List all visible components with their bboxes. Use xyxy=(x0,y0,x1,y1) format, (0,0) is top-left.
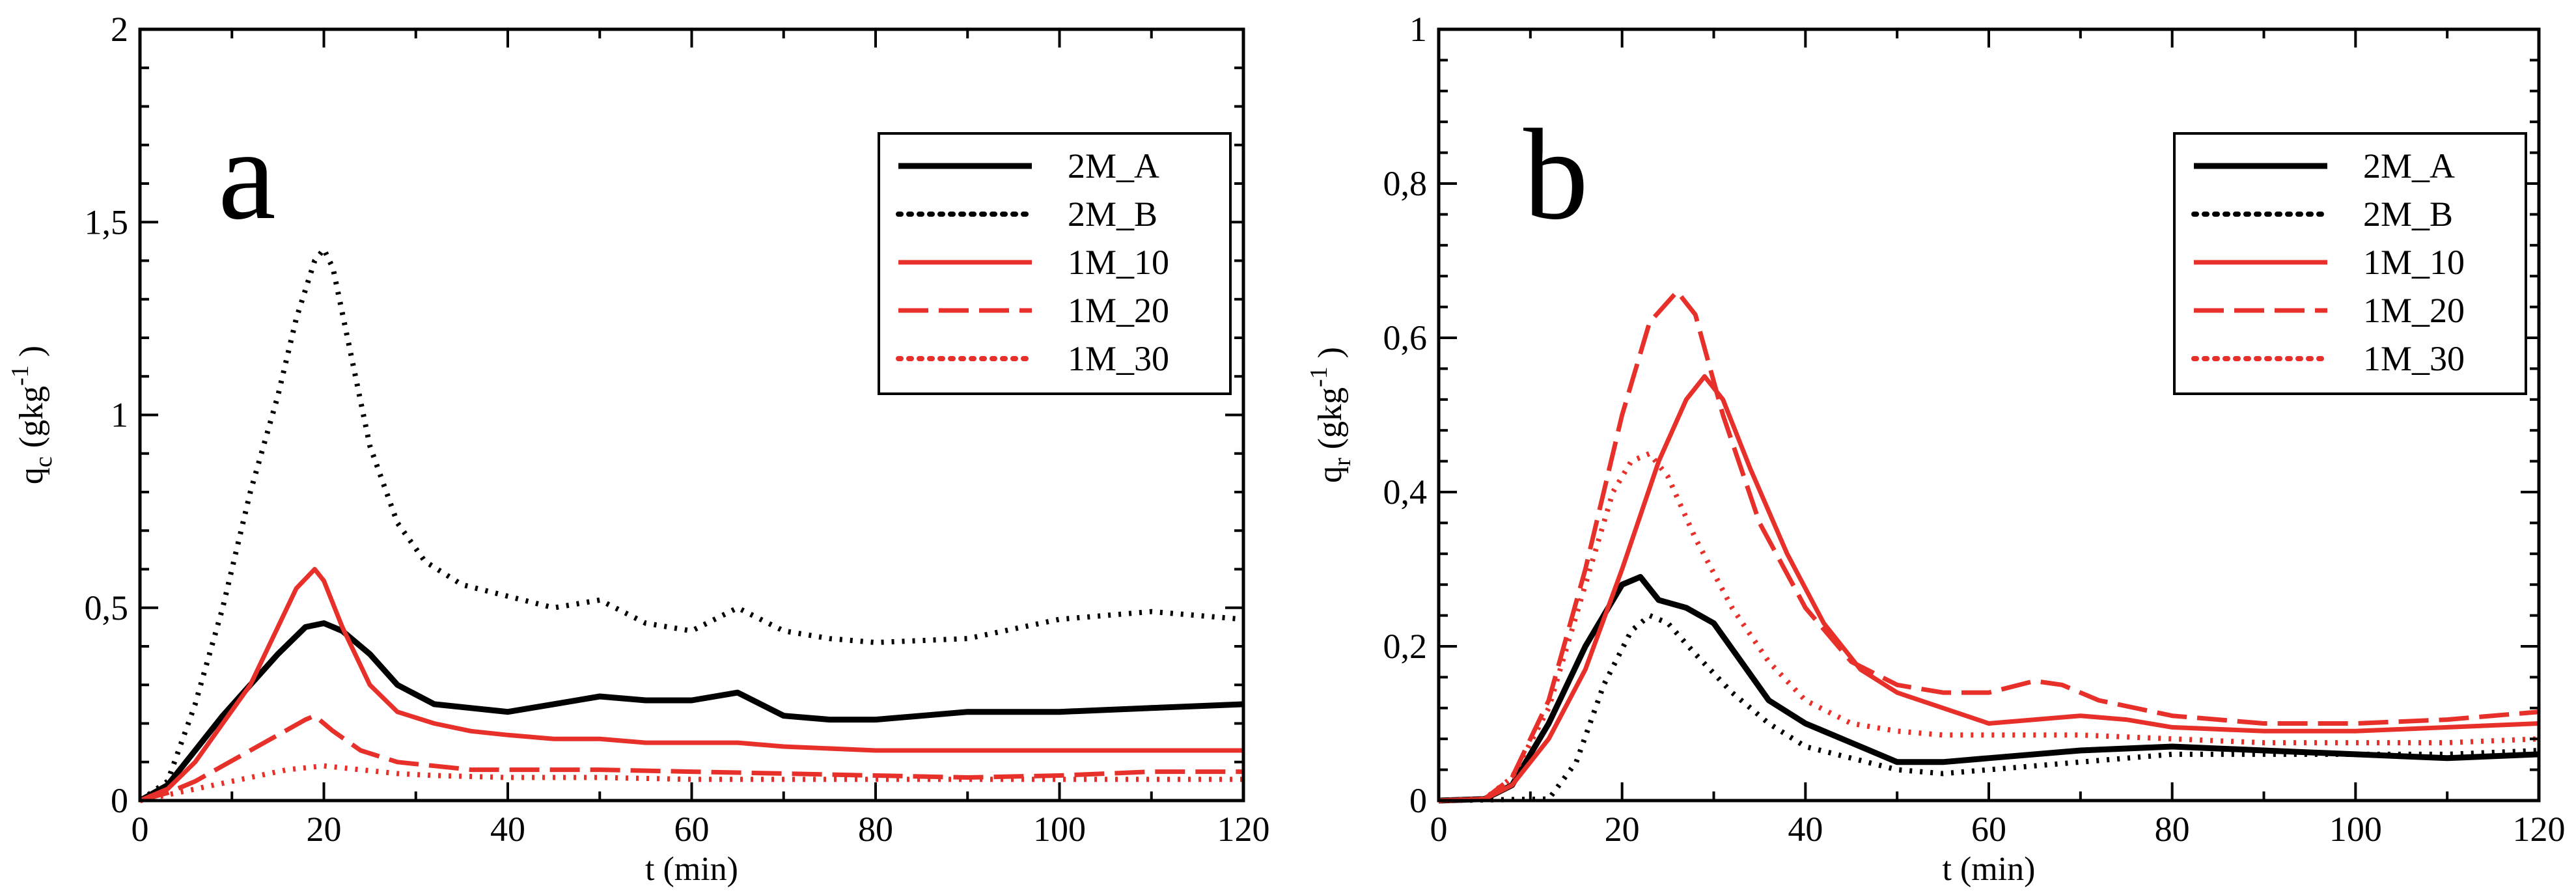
series-group xyxy=(138,246,1244,803)
y-title-symbol: q xyxy=(13,467,50,484)
y-tick-label: 0,4 xyxy=(1383,473,1428,512)
x-tick-label: 80 xyxy=(858,810,893,849)
x-axis-title: t (min) xyxy=(645,851,738,888)
y-tick-label: 0 xyxy=(1409,781,1427,820)
series-line-1m-20 xyxy=(139,713,1243,803)
legend-label-1m-30: 1M_30 xyxy=(2363,339,2465,378)
legend: 2M_A 2M_B 1M_10 1M_20 1M_30 xyxy=(2173,132,2527,395)
y-tick-label: 1 xyxy=(111,396,128,435)
legend-label-1m-10: 1M_10 xyxy=(2363,243,2465,282)
y-title-unit: (gkg xyxy=(1312,387,1349,458)
legend-label-2m-b: 2M_B xyxy=(2363,195,2453,234)
y-tick-label: 0,2 xyxy=(1383,627,1428,666)
x-tick-label: 0 xyxy=(132,810,149,849)
y-title-symbol: q xyxy=(1312,466,1349,483)
panel-letter: a xyxy=(218,103,276,247)
legend-label-2m-a: 2M_A xyxy=(1068,146,1159,185)
y-tick-label: 1,5 xyxy=(85,202,129,241)
x-tick-label: 0 xyxy=(1430,810,1448,849)
legend-label-2m-b: 2M_B xyxy=(1068,195,1157,234)
series-line-2m-b xyxy=(1438,612,2540,803)
x-tick-label: 40 xyxy=(1788,810,1823,849)
series-line-1m-30 xyxy=(1438,450,2540,803)
x-tick-label: 40 xyxy=(490,810,525,849)
x-tick-label: 120 xyxy=(2513,810,2566,849)
series-line-1m-30 xyxy=(139,763,1243,803)
panel-letter: b xyxy=(1523,103,1588,247)
y-title-subscript: c xyxy=(30,456,57,467)
legend-label-1m-20: 1M_20 xyxy=(2363,291,2465,330)
y-title-unit: (gkg xyxy=(13,386,50,456)
y-tick-label: 1 xyxy=(1409,10,1427,49)
series-line-2m-a xyxy=(1438,573,2540,804)
series-line-1m-20 xyxy=(1438,289,2540,803)
y-title-exponent: -1 xyxy=(1305,366,1333,387)
y-tick-label: 0,5 xyxy=(85,588,129,627)
series-group xyxy=(1438,289,2540,804)
x-tick-label: 60 xyxy=(674,810,710,849)
x-tick-label: 20 xyxy=(1605,810,1640,849)
legend-label-1m-10: 1M_10 xyxy=(1068,243,1169,282)
legend-label-2m-a: 2M_A xyxy=(2363,146,2455,185)
x-tick-label: 120 xyxy=(1217,810,1270,849)
y-tick-label: 0,8 xyxy=(1383,164,1428,203)
x-tick-label: 60 xyxy=(1971,810,2006,849)
series-line-2m-b xyxy=(138,246,1244,803)
series-line-1m-10 xyxy=(139,567,1243,803)
y-title-close: ) xyxy=(13,346,50,365)
y-axis-title: qc (gkg-1 ) xyxy=(7,346,57,484)
legend-label-1m-20: 1M_20 xyxy=(1068,291,1169,330)
y-title-close: ) xyxy=(1312,347,1349,366)
chart-panel-b: 0 20 40 60 80 100 120 0 0,2 0,4 0,6 0,8 1 t (min) qr (… xyxy=(1305,10,2566,888)
x-tick-label: 100 xyxy=(2329,810,2382,849)
y-title-exponent: -1 xyxy=(7,365,34,386)
x-axis-title: t (min) xyxy=(1943,851,2036,888)
y-axis-title: qr (gkg-1 ) xyxy=(1305,347,1356,483)
x-tick-label: 80 xyxy=(2155,810,2190,849)
y-tick-label: 2 xyxy=(111,10,128,49)
legend-label-1m-30: 1M_30 xyxy=(1068,339,1169,378)
x-tick-label: 20 xyxy=(307,810,342,849)
x-tick-label: 100 xyxy=(1033,810,1086,849)
y-tick-label: 0 xyxy=(111,781,128,820)
y-title-subscript: r xyxy=(1329,458,1356,466)
legend: 2M_A 2M_B 1M_10 1M_20 1M_30 xyxy=(878,132,1232,395)
chart-panel-a: 0 20 40 60 80 100 120 0 0,5 1 1,5 2 t (min) qc (gkg-1… xyxy=(7,10,1270,888)
y-tick-label: 0,6 xyxy=(1383,318,1428,357)
series-line-1m-10 xyxy=(1438,374,2540,803)
